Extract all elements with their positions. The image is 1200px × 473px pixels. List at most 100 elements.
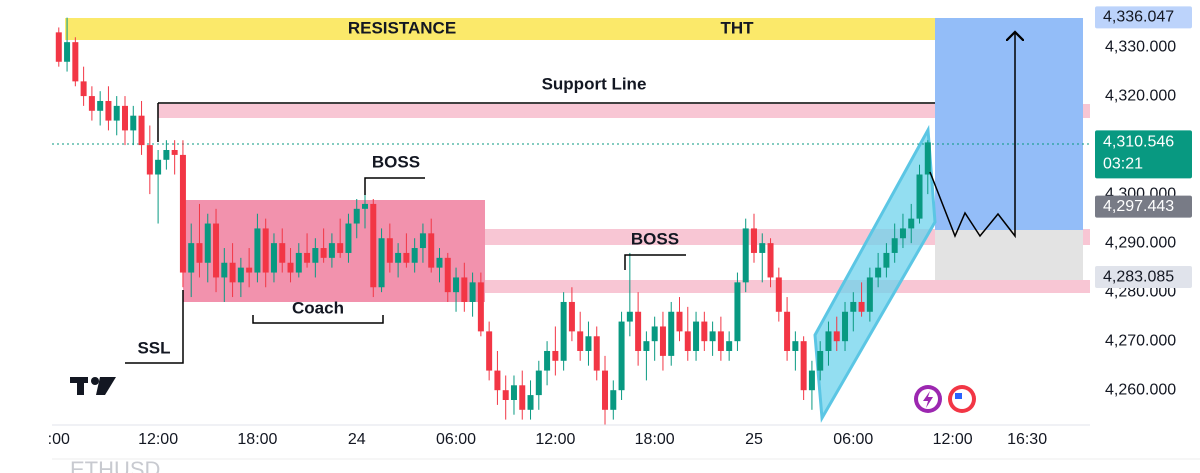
- annotation: THT: [720, 18, 754, 37]
- candle-body: [519, 385, 526, 410]
- y-tick-label: 4,260.000: [1105, 381, 1176, 398]
- candle-body: [461, 277, 468, 302]
- x-tick-label: 06:00: [833, 431, 873, 448]
- candle-body: [817, 350, 824, 371]
- boss-line: [624, 254, 686, 270]
- candle-body: [858, 301, 865, 312]
- candle-body: [80, 81, 87, 97]
- demand-band: [485, 280, 1090, 293]
- candle-body: [618, 321, 625, 391]
- candle-body: [287, 262, 294, 273]
- candle-body: [593, 336, 600, 371]
- candle-body: [784, 311, 791, 351]
- y-tick-label: 4,320.000: [1105, 87, 1176, 104]
- candle-body: [808, 370, 815, 391]
- candle-body: [411, 248, 418, 263]
- candle-body: [742, 228, 749, 283]
- candle-body: [295, 252, 302, 273]
- candle-body: [113, 105, 120, 121]
- candle-body: [651, 326, 658, 342]
- candle-body: [105, 100, 112, 121]
- y-tick-label: 4,290.000: [1105, 234, 1176, 251]
- candle-body: [842, 311, 849, 342]
- candle-body: [221, 262, 228, 278]
- price-tag-label: 4,297.443: [1103, 198, 1174, 215]
- candle-body: [304, 252, 311, 263]
- candle-body: [668, 311, 675, 356]
- candle-body: [494, 370, 501, 391]
- candle-body: [237, 267, 244, 283]
- candle-body: [279, 243, 286, 263]
- candle-body: [908, 218, 915, 229]
- stop-zone: [935, 230, 1083, 280]
- candle-body: [577, 331, 584, 351]
- x-tick-label: 12:00: [138, 431, 178, 448]
- candle-body: [130, 115, 137, 131]
- candle-body: [328, 243, 335, 258]
- x-tick-label: 12:00: [933, 431, 973, 448]
- candle-body: [138, 115, 145, 146]
- x-tick-label: 12:00: [535, 431, 575, 448]
- candle-body: [179, 154, 186, 273]
- candle-body: [643, 341, 650, 351]
- candle-body: [850, 301, 857, 312]
- support-zone: [158, 104, 1090, 118]
- countdown: 03:21: [1103, 156, 1143, 173]
- x-tick-label: 24: [348, 431, 366, 448]
- candle-body: [262, 228, 269, 273]
- candle-body: [97, 100, 104, 111]
- candle-body: [469, 282, 476, 302]
- x-tick-label: 06:00: [436, 431, 476, 448]
- annotation: RESISTANCE: [348, 18, 456, 37]
- price-tag: [1095, 266, 1192, 289]
- candle-body: [585, 336, 592, 351]
- candle-body: [477, 282, 484, 332]
- candle-body: [750, 228, 757, 253]
- candle-body: [875, 267, 882, 278]
- candle-body: [72, 42, 79, 82]
- candle-body: [866, 277, 873, 312]
- annotation: SSL: [137, 338, 170, 357]
- annotation: Coach: [292, 298, 344, 317]
- candle-body: [121, 105, 128, 131]
- candle-body: [155, 159, 162, 175]
- y-tick-label: 4,270.000: [1105, 332, 1176, 349]
- candle-body: [246, 267, 253, 273]
- candle-body: [792, 341, 799, 351]
- candle-body: [254, 228, 261, 273]
- annotation: Support Line: [542, 74, 647, 93]
- candle-body: [171, 150, 178, 155]
- candle-body: [726, 341, 733, 351]
- candle-body: [709, 331, 716, 342]
- price-tag: [1095, 6, 1192, 29]
- candle-body: [428, 233, 435, 268]
- candle-body: [717, 331, 724, 351]
- candle-body: [544, 350, 551, 371]
- candle-body: [701, 321, 708, 342]
- candle-body: [386, 238, 393, 263]
- price-tag: [1095, 195, 1192, 218]
- resistance-zone: [65, 18, 935, 40]
- x-tick-label: 18:00: [635, 431, 675, 448]
- icon: [955, 393, 962, 399]
- candle-body: [560, 301, 567, 361]
- channel: [813, 124, 937, 423]
- candles: [55, 17, 931, 425]
- candle-body: [163, 150, 170, 160]
- y-tick-label: 4,330.000: [1105, 38, 1176, 55]
- candle-body: [196, 243, 203, 263]
- candle-body: [229, 262, 236, 283]
- price-tag: [1095, 130, 1192, 179]
- candle-body: [510, 385, 517, 400]
- candle-body: [502, 390, 509, 400]
- candle-body: [825, 331, 832, 351]
- x-tick-label: :00: [48, 431, 70, 448]
- x-tick-label: 16:30: [1007, 431, 1047, 448]
- price-tag-label: 4,336.047: [1103, 9, 1174, 26]
- x-tick-label: 25: [745, 431, 763, 448]
- candle-body: [527, 395, 534, 410]
- candle-body: [362, 203, 369, 209]
- candle-body: [552, 350, 559, 361]
- candle-body: [204, 223, 211, 263]
